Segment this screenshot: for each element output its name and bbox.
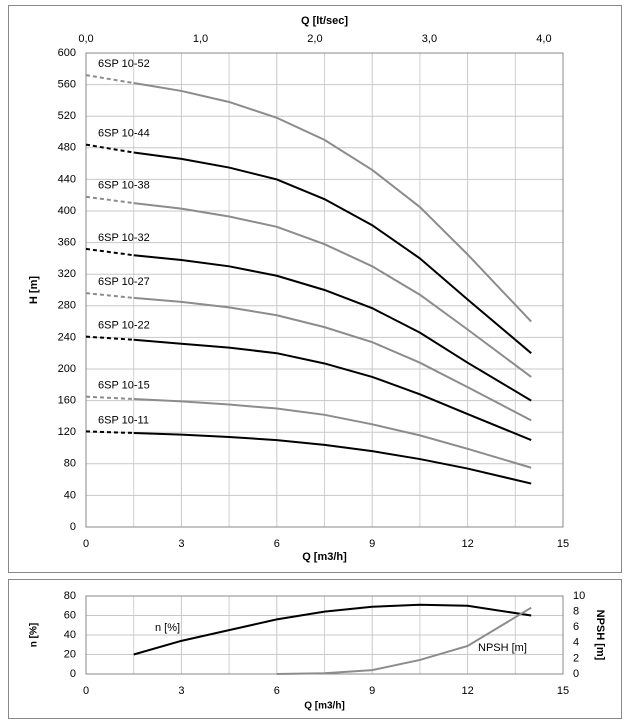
y2-tick-label: 4 xyxy=(573,637,579,649)
series-label: n [%] xyxy=(155,622,180,634)
y-tick-label: 520 xyxy=(58,110,76,122)
x2-tick-label: 4,0 xyxy=(536,33,551,45)
curve xyxy=(133,338,532,442)
curve xyxy=(133,254,532,402)
dashed-curve xyxy=(85,195,134,205)
dashed-curve xyxy=(85,335,134,341)
x2-tick-label: 3,0 xyxy=(422,33,437,45)
y-tick-label: 0 xyxy=(70,521,76,533)
y2-axis-title: NPSH [m] xyxy=(594,610,606,661)
x2-tick-label: 2,0 xyxy=(307,33,322,45)
y-tick-label: 600 xyxy=(58,47,76,59)
curve xyxy=(133,398,532,469)
x-tick-label: 9 xyxy=(369,538,375,550)
y-tick-label: 60 xyxy=(64,609,76,621)
y-tick-label: 40 xyxy=(64,629,76,641)
y-tick-label: 360 xyxy=(58,237,76,249)
series-label: 6SP 10-11 xyxy=(98,414,149,426)
series-label: 6SP 10-15 xyxy=(98,380,150,392)
dashed-curve xyxy=(85,74,134,85)
y-tick-label: 240 xyxy=(58,331,76,343)
series-label: 6SP 10-32 xyxy=(98,232,150,244)
x-tick-label: 0 xyxy=(83,685,89,697)
y2-tick-label: 8 xyxy=(573,606,579,618)
y-tick-label: 160 xyxy=(58,395,76,407)
y-tick-label: 80 xyxy=(64,458,76,470)
curve xyxy=(133,431,532,485)
y-tick-label: 440 xyxy=(58,173,76,185)
curve xyxy=(133,151,532,354)
bottom-frame xyxy=(8,579,622,719)
curve xyxy=(133,82,532,323)
x2-tick-label: 1,0 xyxy=(193,33,208,45)
x2-tick-label: 0,0 xyxy=(78,33,93,45)
curve xyxy=(133,296,532,422)
plot-border xyxy=(85,52,564,528)
y-tick-label: 20 xyxy=(64,648,76,660)
x-tick-label: 3 xyxy=(178,685,184,697)
y-tick-label: 480 xyxy=(58,142,76,154)
x-tick-label: 0 xyxy=(83,538,89,550)
y-axis-title: n [%] xyxy=(29,623,40,647)
dashed-curve xyxy=(85,247,134,257)
y-tick-label: 40 xyxy=(64,489,76,501)
y-tick-label: 120 xyxy=(58,426,76,438)
y2-tick-label: 10 xyxy=(573,590,585,602)
series-label: NPSH [m] xyxy=(478,642,527,654)
y-tick-label: 280 xyxy=(58,300,76,312)
x-tick-label: 9 xyxy=(369,685,375,697)
top-frame xyxy=(8,5,622,573)
y2-tick-label: 2 xyxy=(573,652,579,664)
curve xyxy=(133,202,532,378)
x-tick-label: 6 xyxy=(274,685,280,697)
dashed-curve xyxy=(85,292,134,299)
x-tick-label: 6 xyxy=(274,538,280,550)
y-tick-label: 560 xyxy=(58,79,76,91)
x-tick-label: 12 xyxy=(461,538,473,550)
curve xyxy=(133,603,532,656)
x2-axis-title: Q [lt/sec] xyxy=(301,15,348,27)
x-tick-label: 15 xyxy=(557,538,569,550)
y-tick-label: 400 xyxy=(58,205,76,217)
dashed-curve xyxy=(85,143,134,154)
series-label: 6SP 10-44 xyxy=(98,128,150,140)
y-axis-title: H [m] xyxy=(28,276,40,304)
x-axis-title: Q [m3/h] xyxy=(302,551,347,563)
y-tick-label: 80 xyxy=(64,590,76,602)
y2-tick-label: 6 xyxy=(573,621,579,633)
series-label: 6SP 10-52 xyxy=(98,58,150,70)
y-tick-label: 320 xyxy=(58,268,76,280)
x-tick-label: 15 xyxy=(557,685,569,697)
dashed-curve xyxy=(85,430,134,434)
x-tick-label: 12 xyxy=(461,685,473,697)
series-label: 6SP 10-27 xyxy=(98,276,150,288)
series-label: 6SP 10-38 xyxy=(98,180,150,192)
dashed-curve xyxy=(85,395,134,401)
curve xyxy=(276,606,532,675)
series-label: 6SP 10-22 xyxy=(98,320,150,332)
y-tick-label: 200 xyxy=(58,363,76,375)
x-axis-title: Q [m3/h] xyxy=(304,701,345,712)
x-tick-label: 3 xyxy=(178,538,184,550)
y-tick-label: 0 xyxy=(70,668,76,680)
y2-tick-label: 0 xyxy=(573,668,579,680)
